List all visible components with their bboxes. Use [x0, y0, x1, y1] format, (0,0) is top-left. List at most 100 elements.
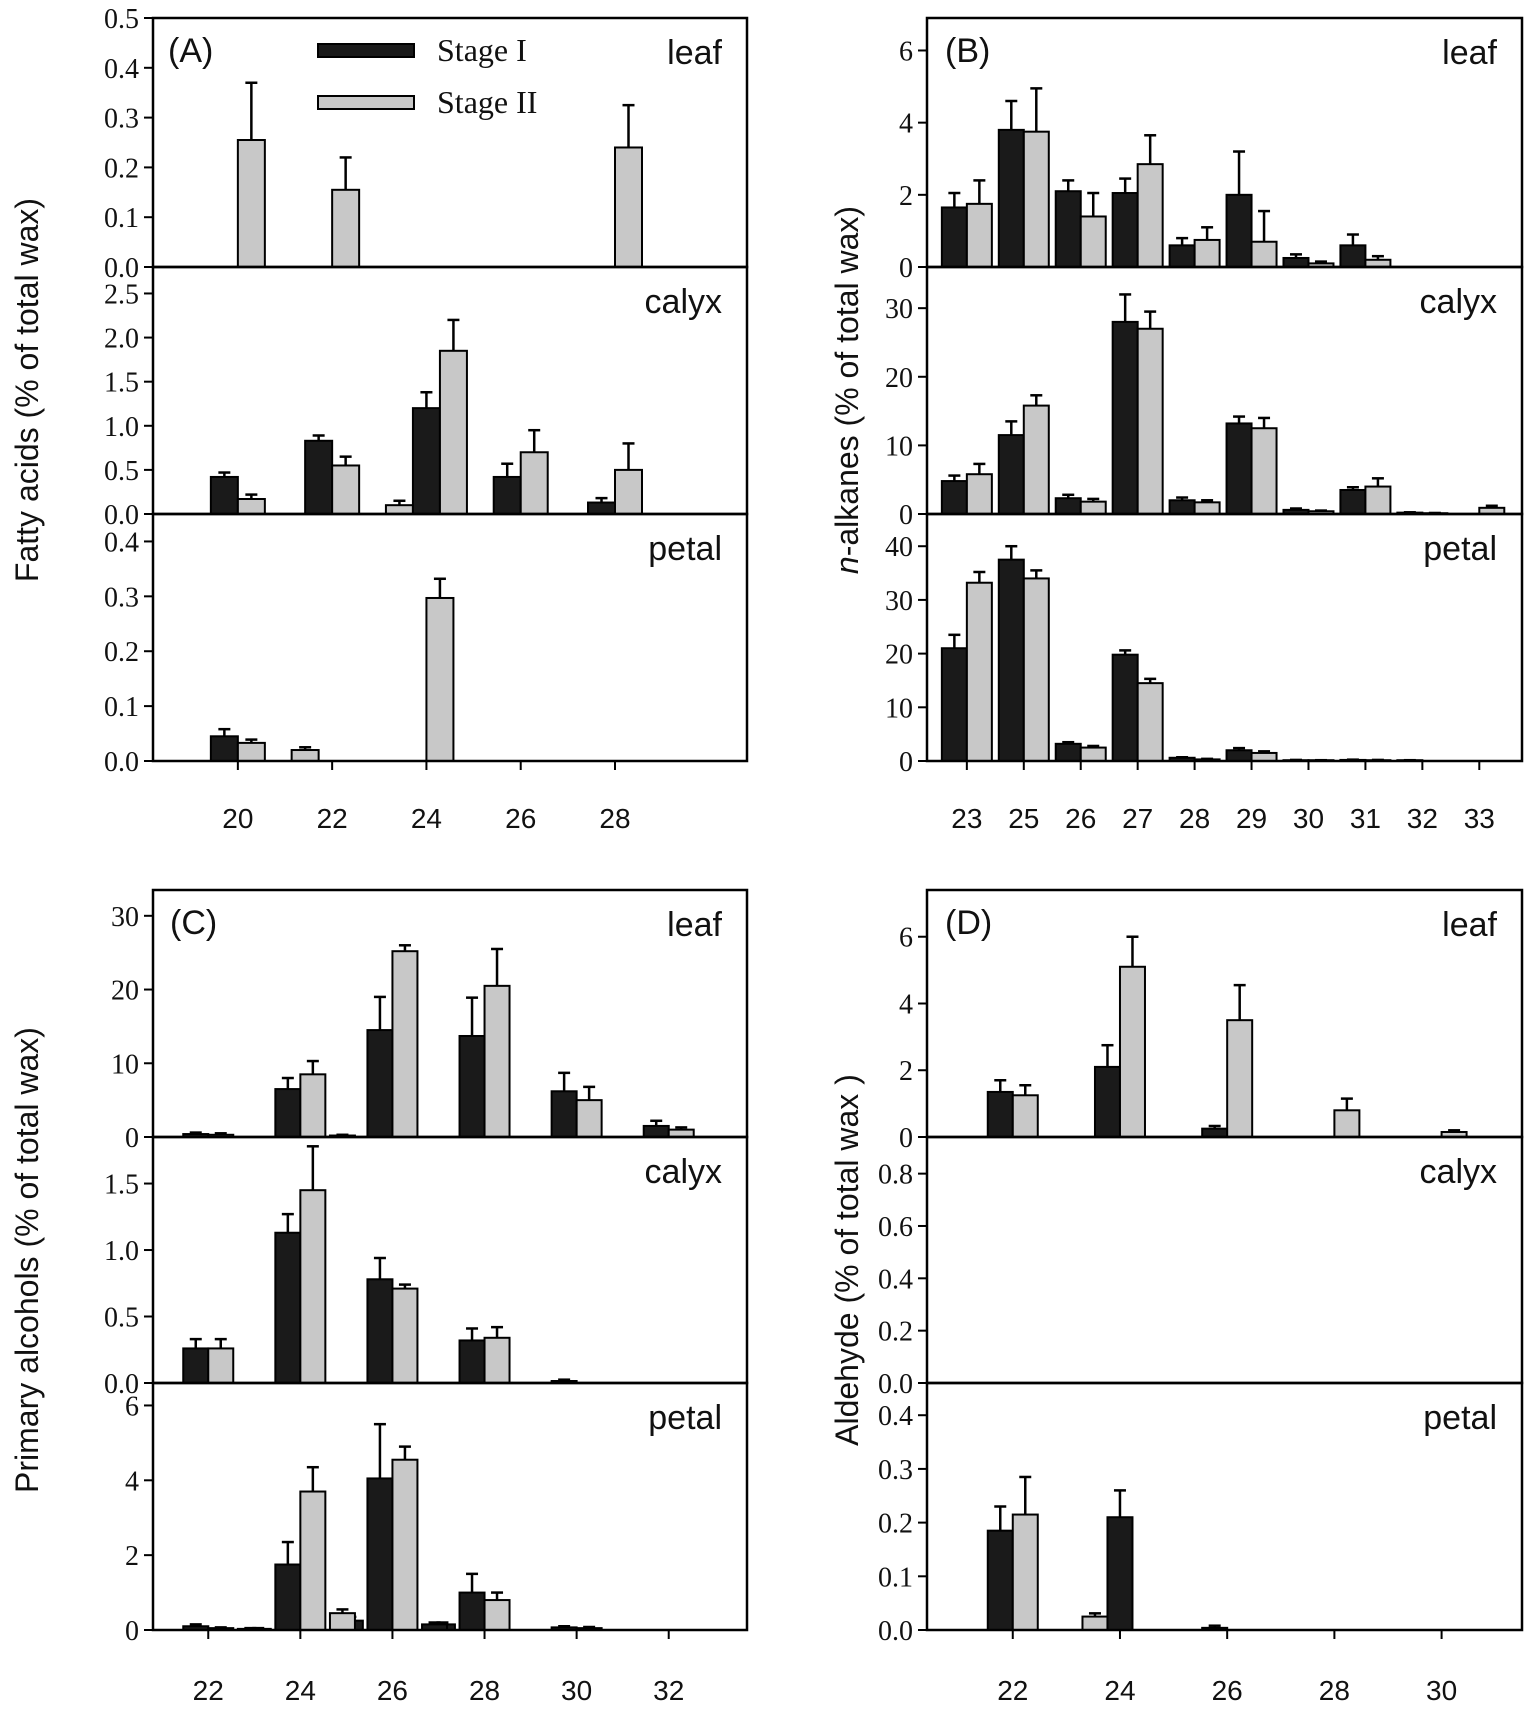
bar — [1081, 1615, 1109, 1631]
x-tick-label: 20 — [222, 803, 253, 834]
bar — [642, 1124, 670, 1139]
bar — [1364, 485, 1392, 515]
subplot-frame — [151, 1381, 749, 1632]
y-axis-label-part: Primary alcohols (% of total wax) — [9, 1027, 45, 1493]
bar — [236, 741, 266, 762]
bar — [299, 1073, 327, 1139]
bar — [331, 188, 361, 268]
bar — [274, 1563, 302, 1631]
panel-label: (C) — [170, 904, 217, 942]
bar — [299, 1189, 327, 1385]
bar — [366, 1477, 394, 1631]
y-tick-label: 0 — [899, 1123, 913, 1154]
y-tick-label: 4 — [125, 1466, 139, 1497]
bar — [391, 1458, 419, 1632]
bar — [1054, 742, 1082, 762]
subplot-frame — [925, 1381, 1524, 1632]
bar — [207, 1347, 235, 1384]
bar — [366, 1278, 394, 1385]
y-axis-label-part: Aldehyde (% of total wax ) — [829, 1074, 865, 1446]
y-tick-label: 0.2 — [104, 153, 139, 184]
y-tick-label: 0.2 — [878, 1509, 913, 1540]
y-tick-label: 30 — [111, 902, 139, 933]
bar — [1054, 190, 1082, 268]
y-tick-label: 1.0 — [104, 1236, 139, 1267]
x-tick-label: 30 — [561, 1675, 592, 1706]
y-tick-label: 0.4 — [104, 527, 139, 558]
x-tick-label: 26 — [377, 1675, 408, 1706]
bar — [1079, 500, 1107, 515]
panel-label: (A) — [168, 32, 213, 70]
x-tick-label: 22 — [317, 803, 348, 834]
y-tick-label: 0.5 — [104, 1303, 139, 1334]
y-tick-label: 0.3 — [878, 1455, 913, 1486]
organ-label: petal — [648, 530, 722, 568]
panel-a: 0.0 0.1 0.2 0.3 0.4 0.5 leaf 0.0 0.5 1.0 1.5 2.0 2.5… — [9, 4, 749, 834]
bar — [1106, 1516, 1134, 1632]
x-tick-label: 29 — [1236, 803, 1267, 834]
bar — [438, 349, 468, 515]
organ-label: leaf — [667, 34, 722, 72]
y-tick-label: 0.6 — [878, 1212, 913, 1243]
subplot-leaf: 0 2 4 6 leaf — [899, 16, 1524, 284]
y-axis-label: Aldehyde (% of total wax ) — [829, 1074, 865, 1446]
y-tick-label: 2.5 — [104, 279, 139, 310]
bar — [1111, 653, 1139, 763]
bar — [940, 206, 968, 269]
bar — [304, 439, 334, 515]
x-tick-label: 28 — [1179, 803, 1210, 834]
bar — [1282, 256, 1310, 269]
bar — [483, 984, 511, 1139]
y-tick-label: 2.0 — [104, 324, 139, 355]
bar — [1111, 320, 1139, 515]
bar — [986, 1529, 1014, 1632]
y-tick-label: 0.0 — [878, 1616, 913, 1647]
subplot-leaf: 0.0 0.1 0.2 0.3 0.4 0.5 leaf — [104, 4, 749, 284]
y-tick-label: 0 — [125, 1123, 139, 1154]
panel-label: (B) — [945, 32, 990, 70]
y-tick-label: 0.4 — [878, 1264, 913, 1295]
bar — [236, 139, 266, 268]
y-tick-label: 6 — [899, 923, 913, 954]
x-tick-label: 27 — [1122, 803, 1153, 834]
y-tick-label: 1.0 — [104, 412, 139, 443]
y-tick-label: 2 — [899, 181, 913, 212]
y-tick-label: 0.0 — [104, 500, 139, 531]
y-tick-label: 4 — [899, 989, 913, 1020]
y-axis-label-part: Fatty acids (% of total wax) — [9, 198, 45, 582]
organ-label: calyx — [1420, 1153, 1497, 1191]
y-tick-label: 0 — [899, 253, 913, 284]
legend-label: Stage I — [437, 32, 527, 68]
y-tick-label: 0.1 — [104, 203, 139, 234]
y-axis-label: Primary alcohols (% of total wax) — [9, 1027, 45, 1493]
bar — [1079, 215, 1107, 268]
y-tick-label: 0 — [899, 500, 913, 531]
y-tick-label: 0.0 — [104, 1369, 139, 1400]
organ-label: petal — [1423, 1399, 1497, 1437]
organ-label: calyx — [1420, 283, 1497, 321]
y-tick-label: 6 — [899, 36, 913, 67]
bar — [331, 464, 361, 516]
bar — [391, 950, 419, 1138]
bar — [1225, 749, 1253, 762]
y-tick-label: 0.5 — [104, 4, 139, 35]
organ-label: leaf — [1442, 906, 1497, 944]
bar — [1339, 488, 1367, 516]
x-tick-label: 32 — [1407, 803, 1438, 834]
bar — [483, 1336, 511, 1384]
x-tick-label: 32 — [653, 1675, 684, 1706]
y-tick-label: 40 — [885, 532, 913, 563]
bar — [425, 596, 455, 762]
y-tick-label: 2 — [125, 1541, 139, 1572]
y-tick-label: 4 — [899, 109, 913, 140]
subplot-calyx: 0.0 0.5 1.0 1.5 2.0 2.5 calyx — [104, 265, 749, 531]
y-axis-label-part: -alkanes (% of total wax) — [829, 206, 865, 556]
y-axis-label: n-alkanes (% of total wax) — [829, 206, 865, 574]
bar — [209, 735, 239, 762]
bar — [1201, 1127, 1229, 1138]
bar — [550, 1090, 578, 1139]
bar — [614, 146, 643, 268]
bar — [1011, 1513, 1039, 1631]
